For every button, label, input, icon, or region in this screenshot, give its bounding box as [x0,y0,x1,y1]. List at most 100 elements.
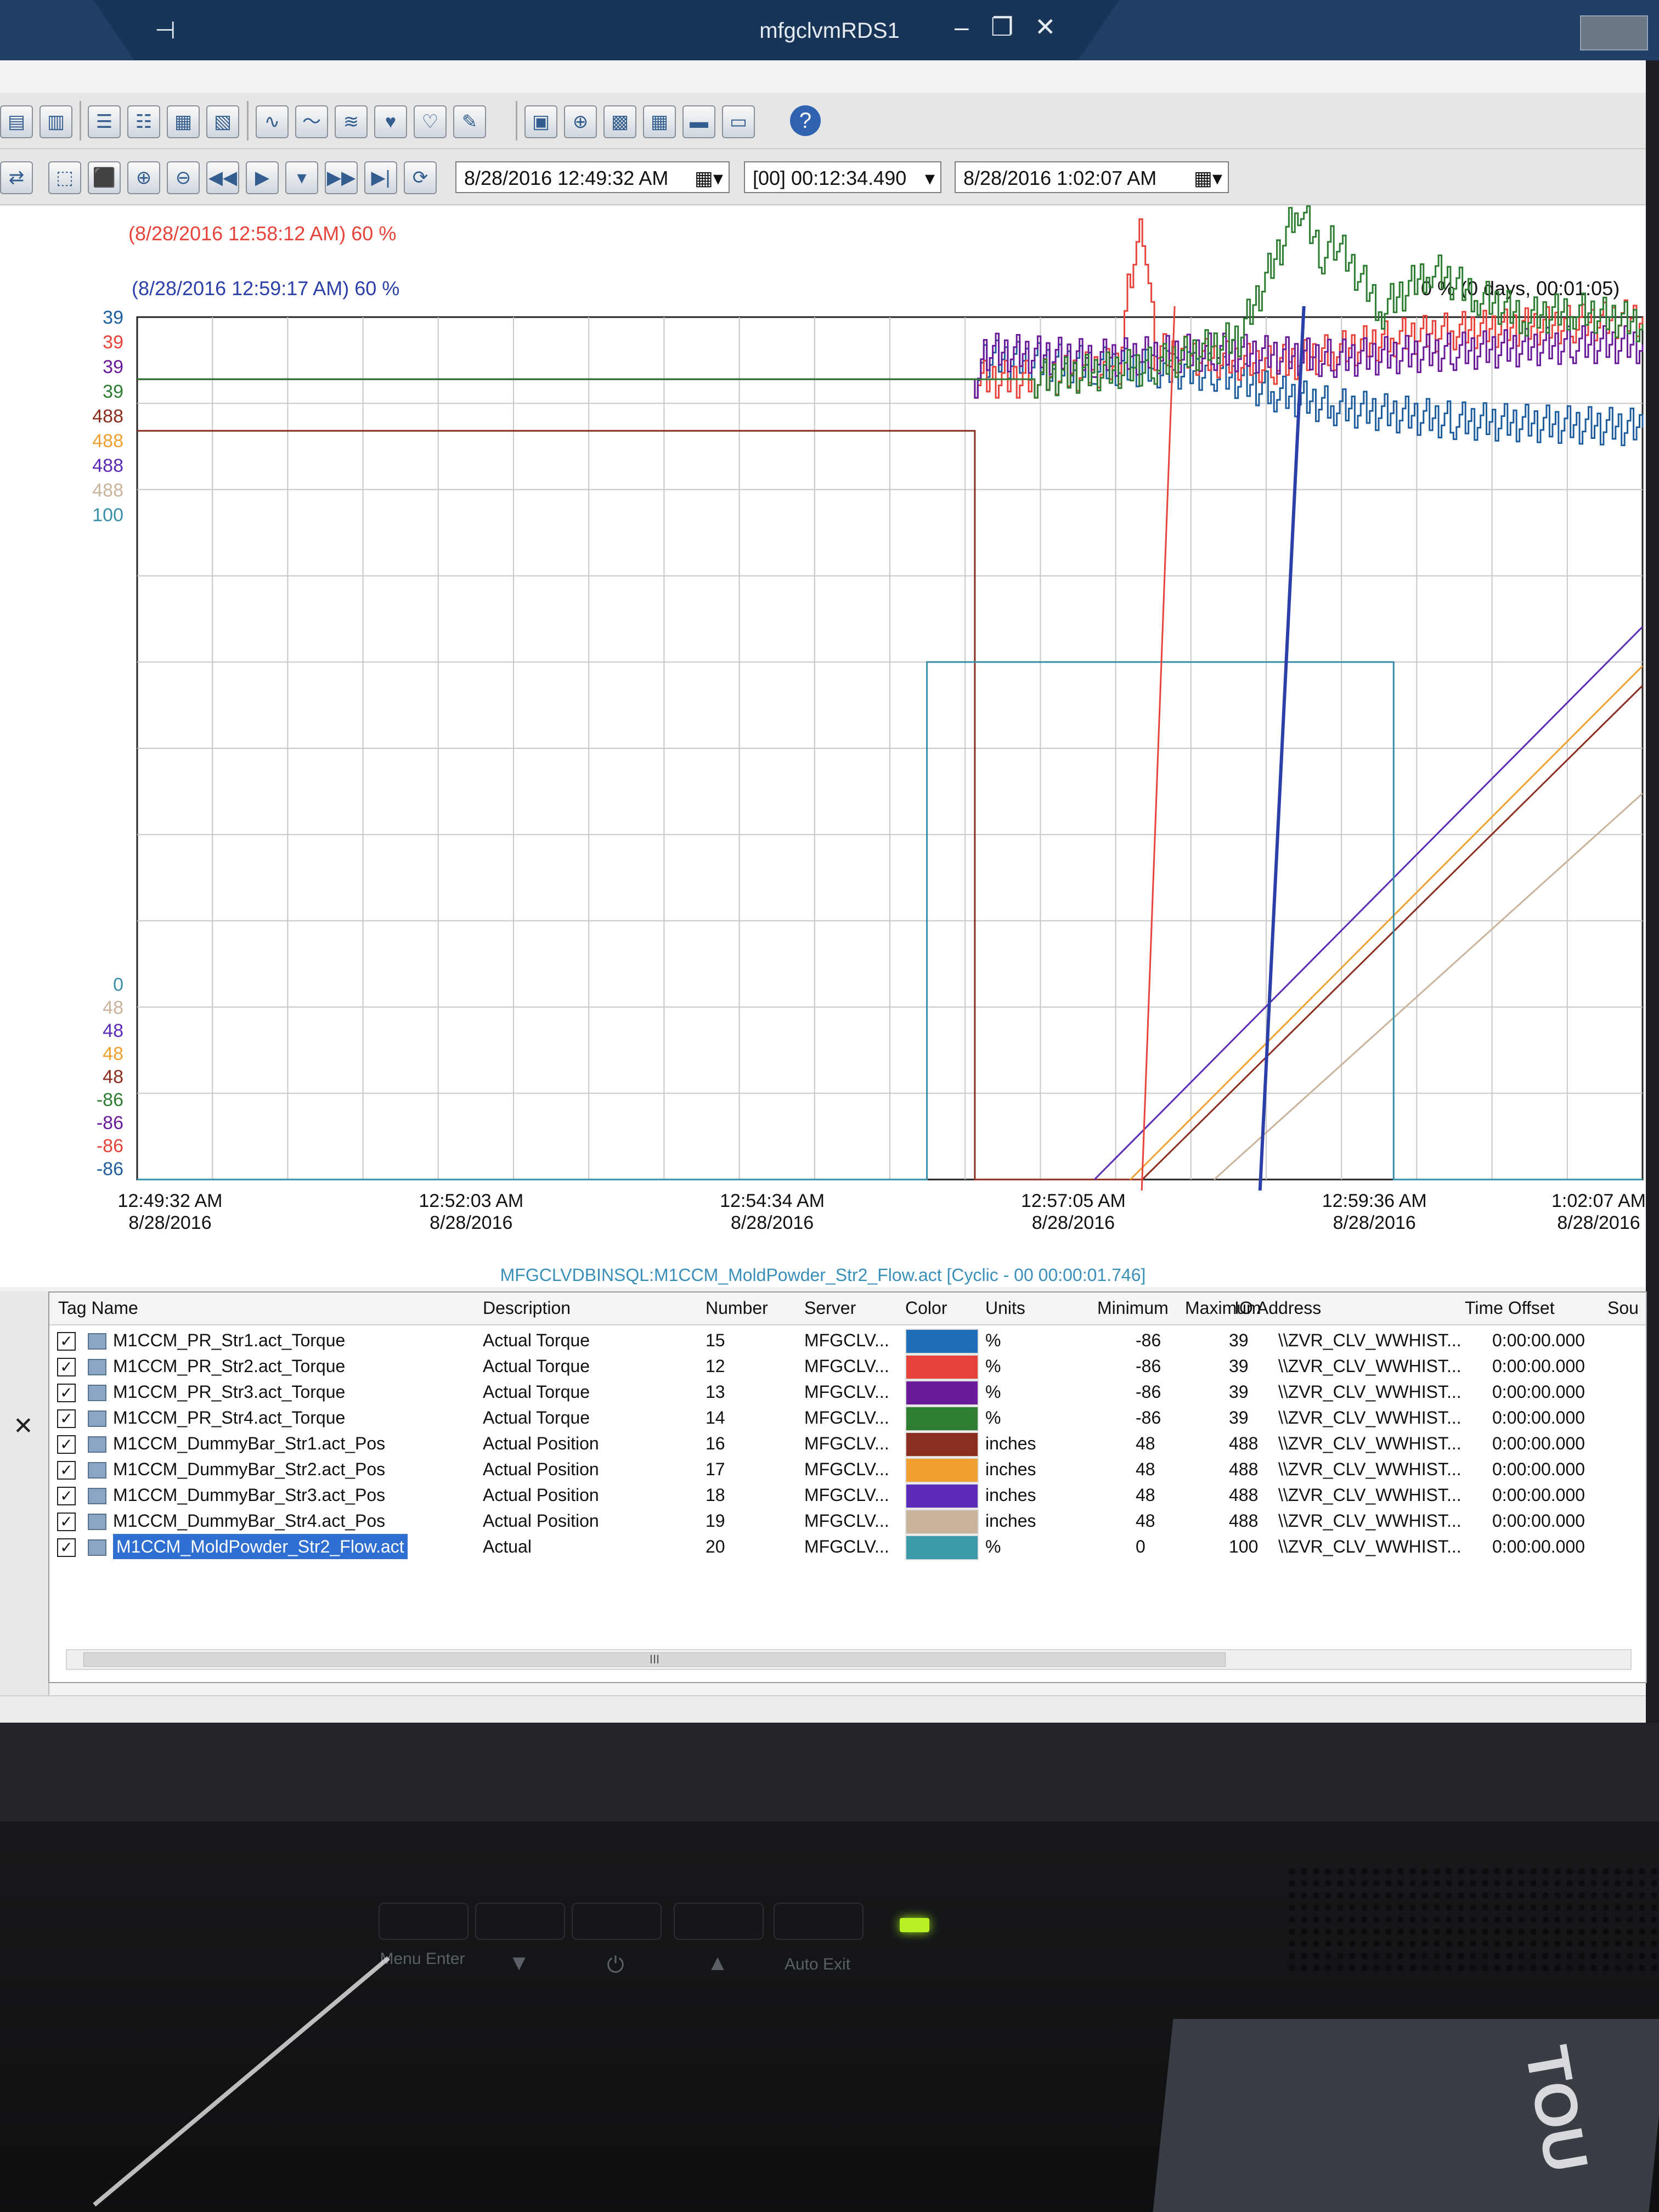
pin-icon[interactable]: ⊣ [155,17,176,44]
tag-list-icon[interactable]: ☰ [88,105,121,138]
line-trend-icon[interactable]: 〜 [295,105,328,138]
chart-view-icon[interactable]: ▣ [524,105,557,138]
copy-icon[interactable]: ▤ [0,105,33,138]
column-header[interactable]: Time Offset [1465,1298,1555,1318]
tag-picker-icon[interactable]: ☷ [127,105,160,138]
rewind-icon[interactable]: ◀◀ [206,161,239,194]
zoom-area-icon[interactable]: ⬚ [48,161,81,194]
table-row[interactable]: ✓ M1CCM_MoldPowder_Str2_Flow.act Actual 20 M… [49,1534,1646,1560]
table-icon[interactable]: ▦ [643,105,676,138]
speaker-grille [1286,1865,1659,1975]
calendar-dropdown-icon[interactable]: ▦▾ [694,167,723,189]
step-trend-icon[interactable]: ≋ [335,105,368,138]
table-row[interactable]: ✓ M1CCM_PR_Str4.act_Torque Actual Torque 14… [49,1405,1646,1431]
start-time-field[interactable]: 8/28/2016 12:49:32 AM ▦▾ [455,161,730,193]
monitor-power-button[interactable] [572,1903,662,1940]
cell-description: Actual Torque [483,1382,590,1402]
zoom-out-icon[interactable]: ⊖ [167,161,200,194]
monitor-up-button[interactable] [674,1903,764,1940]
column-header[interactable]: Units [985,1298,1025,1318]
zoom-fit-icon[interactable]: ⬛ [88,161,121,194]
color-swatch[interactable] [905,1406,979,1431]
highlight-off-icon[interactable]: ♡ [414,105,447,138]
column-header[interactable]: Tag Name [58,1298,138,1318]
column-header[interactable]: Description [483,1298,571,1318]
play-icon[interactable]: ▶ [246,161,279,194]
column-header[interactable]: Minimum [1097,1298,1169,1318]
column-header[interactable]: Color [905,1298,947,1318]
pan-icon[interactable]: ⇄ [0,161,33,194]
visibility-checkbox[interactable]: ✓ [57,1461,76,1480]
minimize-button[interactable]: – [955,13,969,41]
table-row[interactable]: ✓ M1CCM_DummyBar_Str4.act_Pos Actual Posit… [49,1508,1646,1534]
duration-dropdown-icon[interactable]: ▾ [924,167,935,189]
duration-field[interactable]: [00] 00:12:34.490 ▾ [744,161,941,193]
table-row[interactable]: ✓ M1CCM_DummyBar_Str1.act_Pos Actual Posit… [49,1431,1646,1457]
panel-icon[interactable]: ▬ [682,105,715,138]
trend-icon[interactable]: ∿ [256,105,289,138]
color-swatch[interactable] [905,1432,979,1457]
trend-chart[interactable]: 39393939488488488488100048484848-86-86-8… [0,0,1646,1291]
close-panel-icon[interactable]: ✕ [13,1413,33,1440]
skip-end-icon[interactable]: ▶| [364,161,397,194]
cursor-icon[interactable]: ⊕ [564,105,597,138]
visibility-checkbox[interactable]: ✓ [57,1435,76,1454]
restore-button[interactable]: ❐ [991,13,1014,41]
color-swatch[interactable] [905,1535,979,1560]
scrollbar-thumb[interactable]: III [83,1652,1226,1667]
x-axis-tick-time: 12:49:32 AM [118,1190,223,1211]
zoom-in-icon[interactable]: ⊕ [127,161,160,194]
series-line [137,661,1643,1181]
cursor-line-1 [1141,306,1176,1191]
export-icon[interactable]: ▧ [206,105,239,138]
visibility-checkbox[interactable]: ✓ [57,1384,76,1402]
cell-maximum: 39 [1229,1382,1249,1402]
monitor-menu-button[interactable] [379,1903,469,1940]
table-row[interactable]: ✓ M1CCM_PR_Str3.act_Torque Actual Torque 13… [49,1379,1646,1406]
remote-window-minimize-button[interactable] [1580,15,1648,50]
visibility-checkbox[interactable]: ✓ [57,1513,76,1531]
table-row[interactable]: ✓ M1CCM_DummyBar_Str3.act_Pos Actual Posit… [49,1482,1646,1509]
cell-units: % [985,1356,1001,1376]
color-swatch[interactable] [905,1458,979,1483]
paste-icon[interactable]: ▥ [40,105,72,138]
refresh-icon[interactable]: ⟳ [404,161,437,194]
color-swatch[interactable] [905,1509,979,1534]
x-axis-tick-date: 8/28/2016 [430,1212,512,1233]
cell-number: 17 [706,1459,725,1479]
monitor-down-button[interactable] [475,1903,565,1940]
color-swatch[interactable] [905,1329,979,1354]
layout-icon[interactable]: ▭ [722,105,755,138]
series-line [137,205,1644,399]
visibility-checkbox[interactable]: ✓ [57,1332,76,1351]
column-header[interactable]: Maximum [1185,1298,1261,1318]
close-button[interactable]: ✕ [1035,13,1056,41]
color-swatch[interactable] [905,1380,979,1406]
calendar-dropdown-icon[interactable]: ▦▾ [1193,167,1222,189]
end-time-field[interactable]: 8/28/2016 1:02:07 AM ▦▾ [955,161,1229,193]
color-swatch[interactable] [905,1355,979,1380]
column-header[interactable]: Server [804,1298,856,1318]
fast-forward-icon[interactable]: ▶▶ [325,161,358,194]
visibility-checkbox[interactable]: ✓ [57,1409,76,1428]
table-row[interactable]: ✓ M1CCM_DummyBar_Str2.act_Pos Actual Posit… [49,1457,1646,1483]
column-header[interactable]: Sou [1607,1298,1639,1318]
cell-io-address: \\ZVR_CLV_WWHIST... [1278,1485,1462,1505]
visibility-checkbox[interactable]: ✓ [57,1487,76,1505]
properties-icon[interactable]: ▦ [167,105,200,138]
monitor-auto-button[interactable] [774,1903,864,1940]
column-header[interactable]: IO Address [1234,1298,1322,1318]
grid-icon[interactable]: ▩ [603,105,636,138]
play-dropdown-icon[interactable]: ▾ [285,161,318,194]
visibility-checkbox[interactable]: ✓ [57,1358,76,1376]
visibility-checkbox[interactable]: ✓ [57,1538,76,1557]
highlight-icon[interactable]: ♥ [374,105,407,138]
help-icon[interactable]: ? [790,105,821,136]
horizontal-scrollbar[interactable]: III [66,1649,1632,1670]
color-swatch[interactable] [905,1483,979,1509]
pencil-icon[interactable]: ✎ [453,105,486,138]
table-row[interactable]: ✓ M1CCM_PR_Str2.act_Torque Actual Torque 12… [49,1353,1646,1380]
column-header[interactable]: Number [706,1298,768,1318]
table-row[interactable]: ✓ M1CCM_PR_Str1.act_Torque Actual Torque 15… [49,1328,1646,1354]
cell-number: 16 [706,1434,725,1453]
